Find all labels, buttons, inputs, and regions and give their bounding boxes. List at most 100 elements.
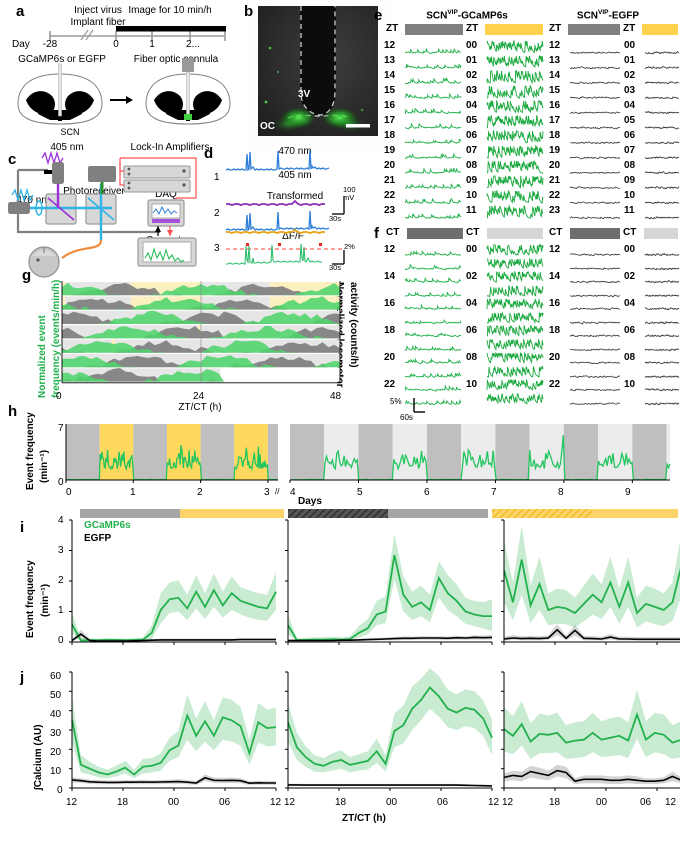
panel-label-a: a [16, 3, 25, 20]
panel-e-trace-egfp-light [645, 110, 679, 115]
panel-f-scale-value: 5% [390, 397, 402, 406]
panel-h-xtick-0: 0 [66, 487, 72, 498]
panel-h-break-mark: // [275, 487, 280, 496]
panel-c-lockin-label: Lock-In Amplifiers [130, 142, 210, 153]
panel-d-label-dff: ΔF/F [282, 231, 304, 242]
panel-f-hour-right: 06 [466, 325, 478, 336]
panel-f-trace-gcamp-dark-b [404, 319, 462, 325]
panel-f-row: 18 06 18 06 [374, 324, 680, 352]
panel-f-trace-gcamp-light-a [486, 324, 544, 337]
panel-f-scale-time: 60s [400, 413, 413, 422]
panel-f-hour-left-egfp: 14 [549, 271, 561, 282]
panel-i-condition-bars [80, 509, 678, 518]
panel-j-xtick-b3: 06 [437, 797, 449, 808]
panel-f-hour-right: 02 [466, 271, 478, 282]
panel-e-trace-egfp-light [644, 186, 680, 190]
panel-g-xtick-24: 24 [193, 391, 205, 402]
panel-a-imaging-label: Image for 10 min/h [128, 5, 212, 16]
panel-j-xtick-c0: 12 [502, 797, 514, 808]
panel-label-d: d [204, 145, 214, 162]
panel-d-label-470: 470 nm [278, 146, 312, 157]
panel-f-hour-left-egfp: 18 [549, 325, 561, 336]
panel-g-xlabel: ZT/CT (h) [178, 402, 222, 413]
panel-j-xtick-a3: 06 [219, 797, 231, 808]
panel-f-hour-right-egfp: 10 [624, 379, 636, 390]
panel-f-trace-gcamp-light-a [486, 243, 544, 256]
panel-f-bar-light-1 [487, 228, 543, 239]
panel-f-row: 16 04 16 04 [374, 298, 680, 325]
panel-g-ylabel-left-line2: frequency (events/min/h) [51, 279, 62, 398]
panel-e-title-gcamp: SCNVIP-GCaMP6s [392, 9, 542, 22]
panel-e-hour-right: 04 [466, 100, 478, 111]
panel-e-trace-grid: 12 00 12 00 13 01 13 01 14 02 14 02 15 03 15 03 16 04 16 04… [374, 39, 680, 220]
panel-e-hour-right-egfp: 08 [624, 160, 636, 171]
panel-j-plots [69, 668, 680, 791]
panel-e-hour-left: 12 [384, 40, 396, 51]
panel-e-trace-egfp-dark [569, 66, 621, 70]
panel-e-trace-egfp-light [644, 171, 679, 175]
panel-h-xtick-1: 1 [130, 487, 136, 498]
panel-e-trace-egfp-dark [569, 216, 620, 220]
panel-e-hour-left-egfp: 22 [549, 190, 561, 201]
panel-e-hour-left: 15 [384, 85, 396, 96]
panel-f-trace-egfp-light-b [644, 294, 680, 298]
panel-e-trace-egfp-light [644, 65, 680, 70]
panel-label-i: i [20, 519, 25, 536]
panel-e-row: 18 06 18 06 [374, 129, 680, 145]
panel-d-dff-trace [226, 243, 345, 265]
panel-f-ct-label-4: CT [623, 227, 637, 238]
panel-f-trace-egfp-dark-a [570, 388, 621, 392]
panel-f-trace-egfp-light-a [644, 252, 680, 257]
panel-e-trace-gcamp-light [486, 174, 544, 189]
panel-g-xtick-0: 0 [56, 391, 62, 402]
panel-j-xtick-b2: 00 [386, 797, 398, 808]
panel-f-hour-left-egfp: 20 [549, 352, 561, 363]
panel-j-ytick-0: 0 [57, 785, 63, 796]
panel-h-xtick-6: 6 [424, 487, 430, 498]
panel-e-hour-right: 05 [466, 115, 478, 126]
panel-g-ylabel-right-line2: activity (counts/h) [348, 282, 359, 368]
panel-f-row: 14 02 14 02 [374, 270, 680, 298]
panel-d-step-1: 1 [214, 172, 220, 183]
panel-f-trace-egfp-dark-b [570, 321, 621, 325]
panel-e-hour-left: 19 [384, 145, 396, 156]
panel-e-hour-left: 23 [384, 205, 396, 216]
panel-i-ytick-2: 2 [58, 575, 64, 586]
panel-j-ytick-20: 20 [50, 747, 62, 758]
panel-e-trace-egfp-light [644, 141, 680, 145]
panel-i-ytick-4: 4 [58, 515, 64, 526]
panel-c-daq-label: DAQ [155, 189, 177, 200]
panel-e-hour-left-egfp: 21 [549, 175, 561, 186]
panel-e-hour-left-egfp: 12 [549, 40, 561, 51]
panel-f-trace-gcamp-dark-b [404, 345, 462, 352]
panel-f-trace-gcamp-dark-b [404, 264, 462, 271]
panel-f-hour-right-egfp: 06 [624, 325, 636, 336]
panel-e-title-egfp-scn: SCN [576, 10, 599, 22]
panel-h-ylabel-line1: Event frequency [25, 412, 36, 490]
panel-f-hour-left: 16 [384, 298, 396, 309]
panel-e-hour-left: 18 [384, 130, 396, 141]
panel-f-trace-gcamp-light-b [487, 257, 544, 270]
panel-e-hour-right: 00 [466, 40, 478, 51]
panel-f-ct-label-3: CT [549, 227, 563, 238]
panel-f-trace-gcamp-dark-b [404, 290, 462, 297]
panel-e-bar-light-2 [642, 24, 678, 35]
panel-e-zt-label-4: ZT [623, 23, 636, 34]
panel-f-hour-left-egfp: 12 [549, 244, 561, 255]
panel-e-hour-right-egfp: 11 [624, 205, 635, 216]
panel-e-trace-gcamp-dark [404, 138, 462, 145]
panel-f-trace-egfp-dark-b [569, 348, 621, 352]
panel-e-trace-gcamp-light [486, 114, 544, 129]
panel-e-hour-right-egfp: 07 [624, 145, 636, 156]
panel-d-scale-top-time: 30s [329, 214, 342, 223]
panel-label-f: f [374, 225, 379, 242]
panel-f-trace-egfp-dark-a [569, 307, 620, 311]
panel-label-g: g [22, 267, 32, 284]
panel-f-hour-right: 08 [466, 352, 478, 363]
panel-f-trace-egfp-light-a [644, 388, 680, 392]
panel-c-laser-405-label: 405 nm [50, 142, 84, 153]
panel-e-hour-right-egfp: 00 [624, 40, 636, 51]
panel-f-hour-left: 20 [384, 352, 396, 363]
panel-e-title-gcamp-sup: VIP [447, 9, 458, 16]
